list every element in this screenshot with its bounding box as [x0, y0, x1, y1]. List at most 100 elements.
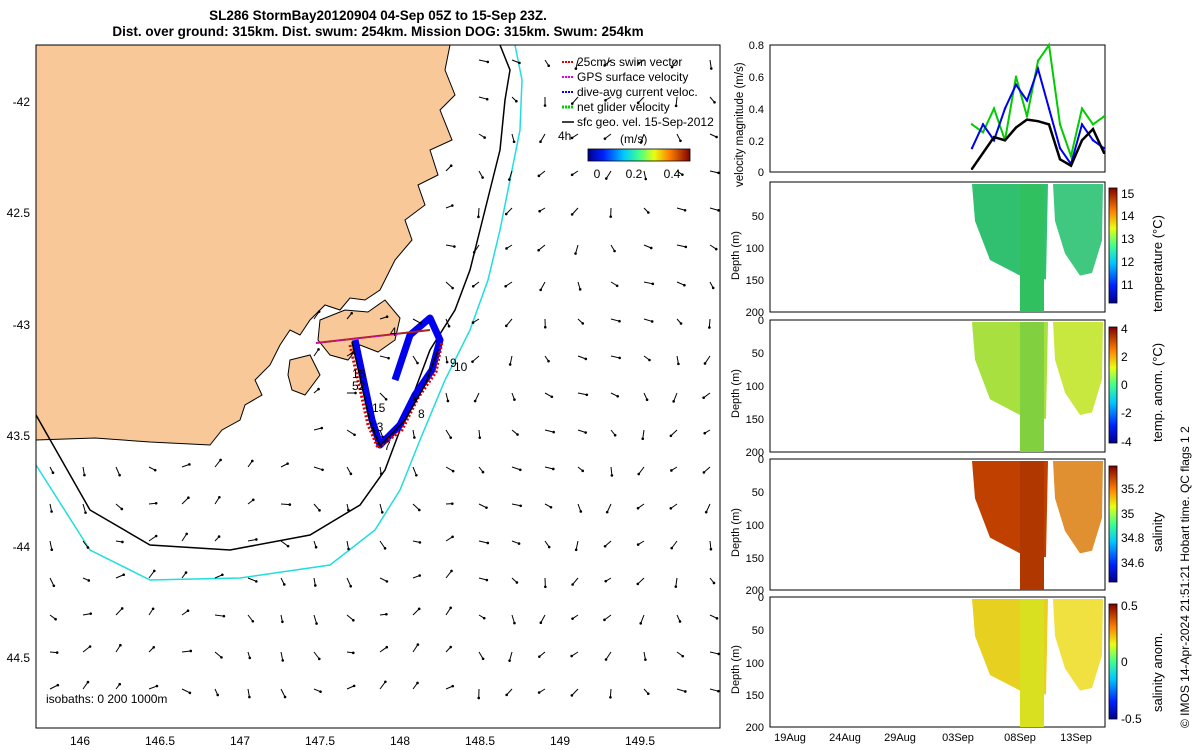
current-arrow-head: [610, 474, 614, 477]
current-arrow: [445, 570, 452, 579]
map-y-axis: -42 42.5 -43 43.5 -44 44.5: [7, 95, 31, 665]
current-arrow-head: [220, 656, 223, 659]
current-arrow-head: [613, 433, 617, 437]
section-fill: [1053, 184, 1103, 276]
current-arrow-head: [683, 208, 687, 212]
current-arrow: [148, 570, 155, 579]
isobath-200: [36, 45, 511, 551]
lon-tick: 147: [230, 734, 250, 748]
current-arrow-head: [712, 581, 716, 585]
lon-tick: 148.5: [465, 734, 495, 748]
current-arrow-head: [471, 285, 475, 288]
current-arrow-head: [515, 581, 519, 584]
current-arrow: [643, 281, 653, 285]
current-arrow-head: [472, 251, 476, 254]
current-arrow-head: [153, 468, 157, 472]
current-arrow: [609, 688, 612, 698]
current-arrow: [478, 651, 484, 660]
current-arrow-head: [674, 104, 678, 108]
current-arrow-head: [679, 322, 683, 325]
current-arrow-head: [86, 680, 90, 684]
current-arrow-head: [453, 245, 456, 248]
land-mass: [36, 45, 456, 446]
map-panel: 4 8 9 10 15 16 13 52 7 146 146.5 147 147…: [7, 44, 721, 748]
velocity-point: [1003, 107, 1007, 110]
current-arrow-head: [715, 617, 719, 620]
current-arrow-head: [641, 437, 645, 441]
current-arrow: [181, 533, 188, 542]
salanom-colorbar: [1108, 603, 1118, 720]
current-arrow-head: [483, 136, 486, 139]
current-arrow-head: [189, 649, 193, 653]
lon-tick: 147.5: [305, 734, 335, 748]
current-arrow: [575, 244, 579, 254]
current-arrow-head: [571, 583, 574, 586]
current-arrow-head: [184, 571, 188, 574]
current-arrow-head: [282, 583, 286, 586]
current-arrow-head: [481, 657, 485, 661]
current-arrow-head: [380, 511, 384, 514]
current-arrow: [540, 133, 546, 142]
current-arrow-head: [120, 607, 124, 610]
current-arrow-head: [119, 643, 122, 647]
day-label: 4: [390, 325, 397, 339]
current-arrow-head: [539, 621, 543, 625]
current-arrow: [540, 614, 546, 623]
current-arrow-head: [347, 547, 350, 551]
current-arrow: [511, 503, 521, 507]
section-fill: [1053, 322, 1103, 416]
velocity-point: [1091, 127, 1095, 131]
current-arrow: [571, 688, 579, 696]
current-arrow-head: [581, 469, 585, 473]
map-legend: 25cm/s swim vector GPS surface velocity …: [558, 55, 714, 181]
current-arrow-head: [416, 643, 420, 646]
current-arrow: [214, 459, 221, 468]
depth-tick: 0: [758, 315, 764, 327]
current-arrow-head: [320, 426, 324, 430]
current-arrow: [49, 577, 55, 586]
current-arrow: [511, 59, 520, 64]
depth-tick: 200: [746, 585, 764, 597]
current-arrow-head: [251, 459, 254, 463]
section-axes: Depth (m) 50 100 150 200 Depth (m) 0 50 …: [730, 211, 764, 734]
temp-cbar-label: temperature (°C): [1150, 215, 1165, 312]
current-arrow-head: [618, 319, 621, 323]
current-arrow: [115, 574, 124, 579]
current-arrow: [511, 466, 521, 471]
current-arrow: [445, 281, 453, 289]
current-arrow: [445, 392, 449, 402]
tanom-cbar-tick: 4: [1121, 322, 1128, 336]
current-arrow-head: [387, 356, 390, 360]
current-arrow-head: [88, 645, 92, 648]
current-arrow: [709, 59, 712, 69]
current-arrow-head: [482, 616, 486, 620]
current-arrow-head: [518, 468, 522, 472]
current-arrow: [640, 133, 645, 143]
current-arrow-head: [709, 67, 713, 70]
current-arrow: [709, 651, 719, 655]
current-arrow: [379, 681, 386, 690]
current-arrow-head: [704, 510, 708, 514]
current-arrow-head: [451, 469, 455, 473]
current-arrow-head: [504, 284, 507, 288]
velocity-y-axis: 0.8 0.6 0.4 0.2 0: [749, 40, 764, 179]
current-arrow-head: [121, 540, 124, 544]
current-arrow-head: [351, 651, 355, 655]
depth-tick: 200: [746, 722, 764, 734]
current-arrow: [412, 466, 417, 476]
current-arrow-head: [615, 284, 619, 288]
current-arrow: [709, 170, 719, 174]
current-arrow: [604, 59, 612, 66]
current-arrow: [540, 281, 546, 291]
current-arrow-head: [574, 252, 577, 255]
sal-cbar-tick: 34.8: [1121, 531, 1145, 545]
current-arrow: [544, 392, 553, 398]
vel-ytick: 0.4: [749, 104, 764, 116]
current-arrow-head: [681, 173, 684, 176]
current-arrow: [313, 466, 323, 471]
colorbar-tick: 0.2: [626, 167, 643, 181]
current-arrow-head: [708, 326, 711, 329]
current-arrow: [638, 466, 645, 475]
current-arrow: [605, 170, 612, 179]
